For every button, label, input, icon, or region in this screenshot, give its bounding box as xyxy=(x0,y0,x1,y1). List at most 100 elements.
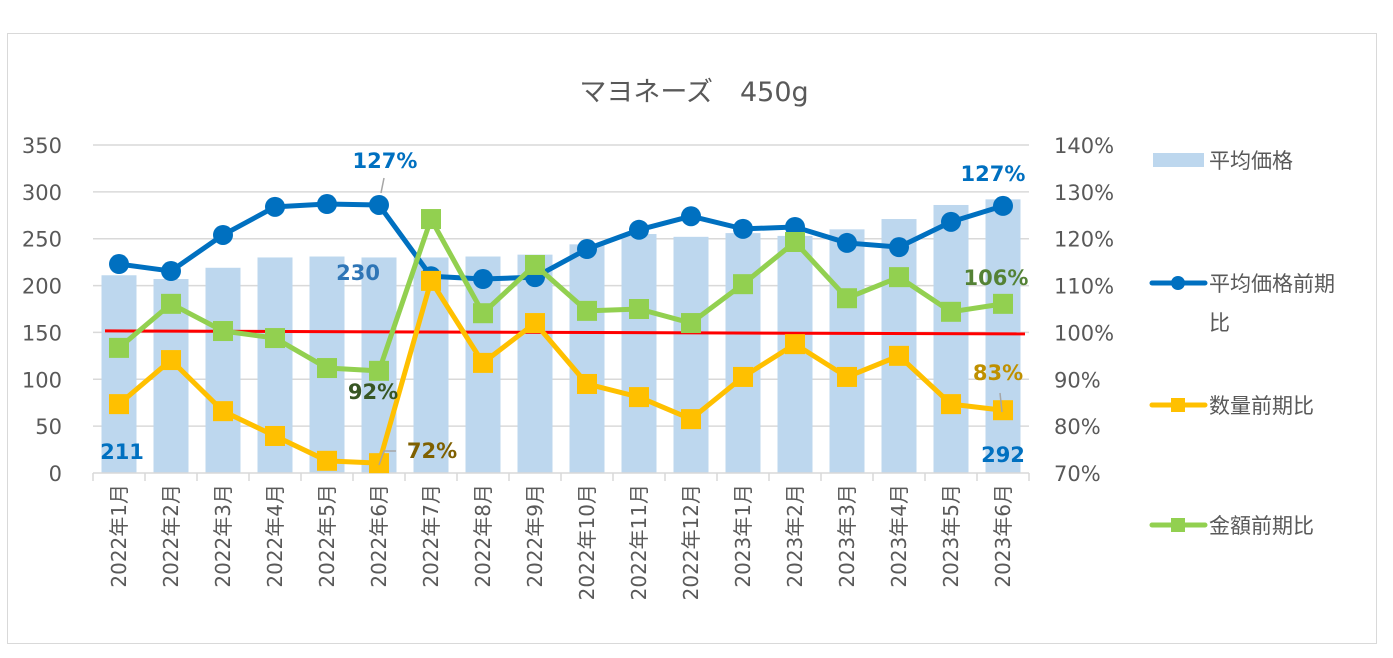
x-axis-tick: 2022年10月 xyxy=(575,484,599,600)
series-line xyxy=(118,201,1004,282)
data-point xyxy=(629,219,649,240)
data-point xyxy=(109,394,129,415)
leader-line xyxy=(380,177,385,194)
x-axis: 2022年1月 2022年2月 2022年3月 2022年4月 2022年5月 2022年… xyxy=(92,472,1030,600)
bar xyxy=(101,275,137,473)
data-label: 211 xyxy=(100,440,144,464)
x-axis-tick: 2022年5月 xyxy=(315,484,339,588)
data-point xyxy=(681,206,701,227)
data-point xyxy=(369,194,389,215)
data-label: 92% xyxy=(348,380,398,404)
left-axis-tick: 0 xyxy=(49,462,62,486)
data-point xyxy=(941,211,961,232)
left-axis: 0 50 100 150 200 250 300 350 xyxy=(22,134,62,486)
legend-marker xyxy=(1171,518,1185,532)
data-point xyxy=(317,358,337,379)
right-axis-tick: 100% xyxy=(1054,321,1114,345)
legend-marker xyxy=(1171,398,1185,412)
data-point xyxy=(941,301,961,322)
bar xyxy=(933,204,969,473)
data-label: 72% xyxy=(407,439,457,463)
data-point xyxy=(681,313,701,334)
data-point xyxy=(525,254,545,275)
data-label: 292 xyxy=(981,443,1025,467)
line-series-price-ratio xyxy=(109,194,1013,290)
legend-item: 金額前期比 xyxy=(1149,514,1314,538)
x-axis-tick: 2023年5月 xyxy=(939,484,963,588)
data-point xyxy=(993,195,1013,216)
right-axis-tick: 110% xyxy=(1054,275,1114,299)
data-point xyxy=(109,254,129,275)
data-point xyxy=(733,218,753,239)
bar xyxy=(985,199,1021,473)
data-point xyxy=(889,237,909,258)
leader-line xyxy=(378,450,396,466)
data-point xyxy=(473,303,493,324)
bar xyxy=(829,229,865,473)
data-point xyxy=(733,274,753,295)
data-label: 230 xyxy=(336,261,380,285)
reference-line xyxy=(104,329,1026,336)
data-point xyxy=(473,269,493,290)
data-point xyxy=(785,334,805,355)
right-axis-tick: 90% xyxy=(1054,368,1101,392)
data-point xyxy=(785,231,805,252)
series-line xyxy=(117,278,1004,466)
data-point xyxy=(525,313,545,334)
data-label: 127% xyxy=(353,149,418,173)
x-axis-tick: 2022年3月 xyxy=(211,484,235,588)
legend-label: 平均価格 xyxy=(1209,149,1293,173)
data-point xyxy=(837,232,857,253)
left-axis-tick: 350 xyxy=(22,134,62,158)
data-point xyxy=(317,450,337,471)
data-point xyxy=(265,196,285,217)
line-series xyxy=(109,194,1013,474)
data-labels: 211 230 292 127% 127% 92% 106% 72% 83% xyxy=(100,149,1028,467)
x-axis-tick: 2023年4月 xyxy=(887,484,911,588)
data-point xyxy=(265,425,285,446)
x-axis-tick: 2022年1月 xyxy=(107,484,131,588)
bar xyxy=(673,236,709,473)
bar xyxy=(621,234,657,473)
data-point xyxy=(993,400,1013,421)
right-axis-tick: 140% xyxy=(1054,134,1114,158)
x-axis-tick: 2022年8月 xyxy=(471,484,495,588)
left-axis-tick: 150 xyxy=(22,321,62,345)
data-point xyxy=(941,394,961,415)
legend-item: 数量前期比 xyxy=(1149,394,1314,418)
data-point xyxy=(629,387,649,408)
legend-label: 数量前期比 xyxy=(1209,394,1314,418)
series-line xyxy=(117,216,1004,374)
bar-series xyxy=(101,199,1021,473)
legend-item: 平均価格 xyxy=(1153,149,1293,173)
legend-item: 平均価格前期比 xyxy=(1149,272,1335,335)
x-axis-tick: 2023年2月 xyxy=(783,484,807,588)
data-point xyxy=(681,409,701,430)
data-point xyxy=(109,337,129,358)
data-point xyxy=(369,360,389,381)
line-series-quantity-ratio xyxy=(109,270,1013,474)
data-point xyxy=(213,401,233,422)
x-axis-tick: 2022年2月 xyxy=(159,484,183,588)
chart-title: マヨネーズ 450g xyxy=(579,77,808,108)
data-point xyxy=(889,345,909,366)
data-point xyxy=(317,194,337,215)
x-axis-tick: 2022年7月 xyxy=(419,484,443,588)
data-point xyxy=(993,293,1013,314)
legend-label: 金額前期比 xyxy=(1209,514,1314,538)
x-axis-tick: 2022年9月 xyxy=(523,484,547,588)
bar xyxy=(205,267,241,473)
right-axis-tick: 70% xyxy=(1054,462,1101,486)
data-point xyxy=(577,239,597,260)
data-point xyxy=(421,209,441,230)
x-axis-tick: 2023年3月 xyxy=(835,484,859,588)
x-axis-tick: 2022年11月 xyxy=(627,484,651,600)
left-axis-tick: 100 xyxy=(22,368,62,392)
left-axis-tick: 300 xyxy=(22,181,62,205)
data-point xyxy=(837,366,857,387)
bar xyxy=(569,244,605,473)
bar xyxy=(413,257,449,473)
data-point xyxy=(629,299,649,319)
